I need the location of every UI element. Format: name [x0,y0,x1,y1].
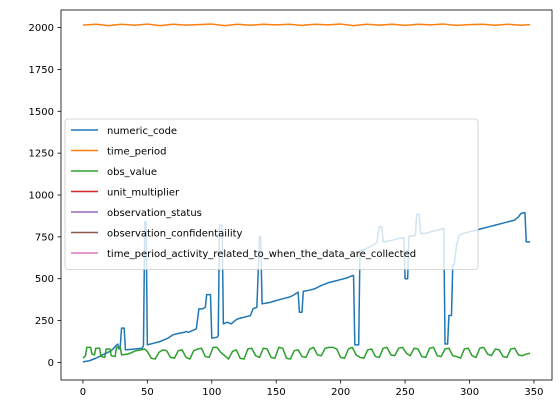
x-tick-label-7: 350 [524,387,543,398]
x-tick-label-2: 100 [202,387,221,398]
legend-label-3: unit_multiplier [107,188,180,199]
y-tick-label-4: 1000 [29,191,54,202]
legend-label-5: observation_confidentaility [107,229,243,240]
y-tick-label-6: 1500 [29,107,54,118]
x-tick-label-5: 250 [396,387,415,398]
legend: numeric_code time_period obs_value unit_mul… [64,118,479,270]
legend-label-4: observation_status [107,208,202,219]
legend-label-1: time_period [107,147,166,158]
series-layer [82,23,531,363]
legend-label-2: obs_value [107,167,157,178]
legend-box [64,118,479,270]
x-tick-label-3: 150 [267,387,286,398]
y-tick-label-1: 250 [35,316,54,327]
y-tick-label-3: 750 [35,232,54,243]
y-tick-label-8: 2000 [29,23,54,34]
x-tick-label-1: 50 [141,387,154,398]
series-line-1 [82,23,531,27]
x-tick-label-0: 0 [80,387,86,398]
y-tick-label-5: 1250 [29,149,54,160]
y-tick-label-0: 0 [48,358,54,369]
y-tick-label-7: 1750 [29,65,54,76]
y-tick-label-2: 500 [35,274,54,285]
x-tick-label-6: 300 [460,387,479,398]
x-tick-label-4: 200 [331,387,350,398]
axes-layer: 0 50 100 150 200 250 300 350 0 250 500 750 1000 1250 1… [29,9,553,398]
legend-label-0: numeric_code [107,126,177,137]
legend-label-6: time_period_activity_related_to_when_the… [107,249,416,260]
series-line-0 [82,211,531,363]
series-line-2 [82,346,531,360]
